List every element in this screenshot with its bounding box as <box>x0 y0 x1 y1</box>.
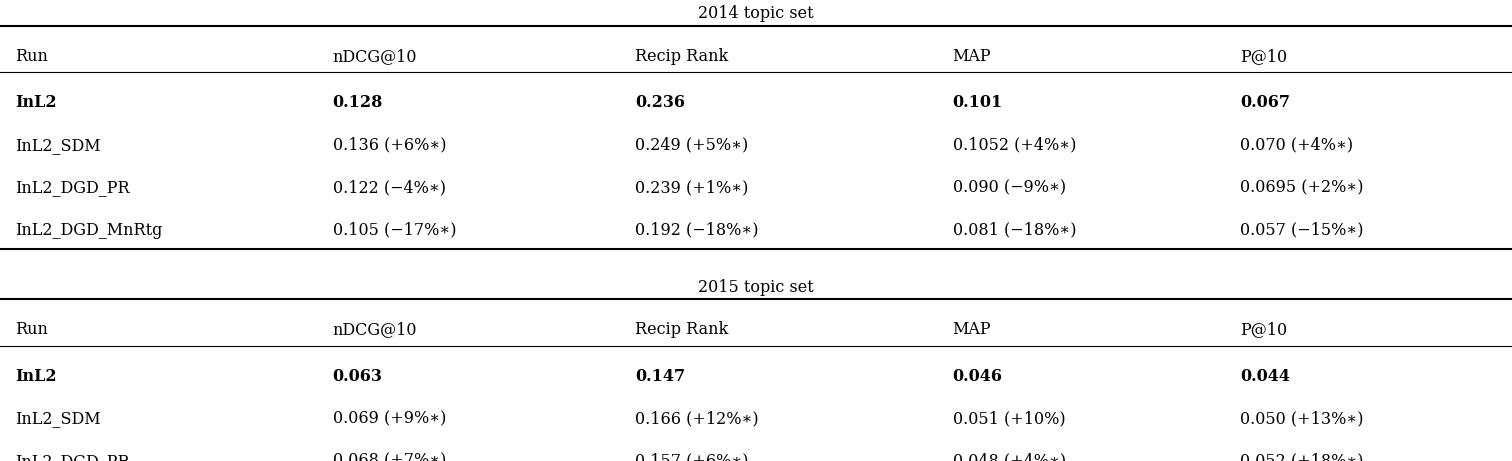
Text: Run: Run <box>15 321 48 338</box>
Text: 0.239 (+1%∗): 0.239 (+1%∗) <box>635 179 748 196</box>
Text: 0.249 (+5%∗): 0.249 (+5%∗) <box>635 137 748 154</box>
Text: 0.147: 0.147 <box>635 368 685 385</box>
Text: InL2_SDM: InL2_SDM <box>15 410 101 427</box>
Text: 0.052 (+18%∗): 0.052 (+18%∗) <box>1240 453 1364 461</box>
Text: 0.166 (+12%∗): 0.166 (+12%∗) <box>635 410 759 427</box>
Text: 0.136 (+6%∗): 0.136 (+6%∗) <box>333 137 446 154</box>
Text: 0.192 (−18%∗): 0.192 (−18%∗) <box>635 222 759 239</box>
Text: P@10: P@10 <box>1240 321 1287 338</box>
Text: 0.105 (−17%∗): 0.105 (−17%∗) <box>333 222 457 239</box>
Text: 0.067: 0.067 <box>1240 95 1290 112</box>
Text: 0.0695 (+2%∗): 0.0695 (+2%∗) <box>1240 179 1364 196</box>
Text: 0.044: 0.044 <box>1240 368 1290 385</box>
Text: 0.101: 0.101 <box>953 95 1002 112</box>
Text: 0.236: 0.236 <box>635 95 685 112</box>
Text: 0.069 (+9%∗): 0.069 (+9%∗) <box>333 410 446 427</box>
Text: 0.050 (+13%∗): 0.050 (+13%∗) <box>1240 410 1364 427</box>
Text: 0.1052 (+4%∗): 0.1052 (+4%∗) <box>953 137 1077 154</box>
Text: P@10: P@10 <box>1240 48 1287 65</box>
Text: InL2_DGD_PR: InL2_DGD_PR <box>15 179 130 196</box>
Text: 0.122 (−4%∗): 0.122 (−4%∗) <box>333 179 446 196</box>
Text: InL2: InL2 <box>15 368 57 385</box>
Text: MAP: MAP <box>953 321 992 338</box>
Text: 2015 topic set: 2015 topic set <box>699 279 813 296</box>
Text: 0.046: 0.046 <box>953 368 1002 385</box>
Text: InL2_SDM: InL2_SDM <box>15 137 101 154</box>
Text: 0.057 (−15%∗): 0.057 (−15%∗) <box>1240 222 1364 239</box>
Text: nDCG@10: nDCG@10 <box>333 321 417 338</box>
Text: MAP: MAP <box>953 48 992 65</box>
Text: 0.068 (+7%∗): 0.068 (+7%∗) <box>333 453 446 461</box>
Text: InL2_DGD_PR: InL2_DGD_PR <box>15 453 130 461</box>
Text: 0.090 (−9%∗): 0.090 (−9%∗) <box>953 179 1066 196</box>
Text: 2014 topic set: 2014 topic set <box>699 6 813 22</box>
Text: 0.128: 0.128 <box>333 95 383 112</box>
Text: InL2: InL2 <box>15 95 57 112</box>
Text: 0.081 (−18%∗): 0.081 (−18%∗) <box>953 222 1077 239</box>
Text: Run: Run <box>15 48 48 65</box>
Text: 0.157 (+6%∗): 0.157 (+6%∗) <box>635 453 748 461</box>
Text: 0.051 (+10%): 0.051 (+10%) <box>953 410 1064 427</box>
Text: Recip Rank: Recip Rank <box>635 321 729 338</box>
Text: InL2_DGD_MnRtg: InL2_DGD_MnRtg <box>15 222 162 239</box>
Text: Recip Rank: Recip Rank <box>635 48 729 65</box>
Text: 0.063: 0.063 <box>333 368 383 385</box>
Text: 0.070 (+4%∗): 0.070 (+4%∗) <box>1240 137 1353 154</box>
Text: nDCG@10: nDCG@10 <box>333 48 417 65</box>
Text: 0.048 (+4%∗): 0.048 (+4%∗) <box>953 453 1066 461</box>
